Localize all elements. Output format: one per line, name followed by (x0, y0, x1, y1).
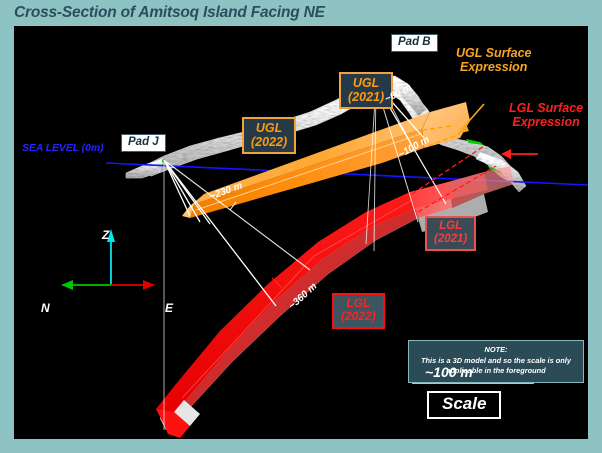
surface-label-line1: UGL Surface (456, 46, 532, 60)
lgl-orebody-3d (156, 166, 514, 438)
cross-section-canvas: Pad J Pad B SEA LEVEL (0m) UGL (2022) UG… (14, 26, 588, 439)
lgl-surface-arrow (501, 149, 538, 159)
axis-orientation-indicator (61, 229, 155, 290)
orebody-year: (2021) (348, 90, 385, 104)
ugl-surface-tieline (421, 125, 461, 147)
note-box: NOTE: This is a 3D model and so the scal… (408, 340, 584, 384)
note-line1: This is a 3D model and so the scale is (421, 355, 554, 365)
pad-label-pad-j[interactable]: Pad J (121, 134, 166, 152)
surface-expression-label-ugl: UGL Surface Expression (456, 46, 532, 74)
surface-label-line2: Expression (512, 115, 580, 129)
axis-label-n: N (41, 301, 50, 315)
figure-title-bar: Cross-Section of Amitsoq Island Facing N… (0, 0, 602, 26)
drillhole-traces-pad-b (365, 83, 447, 252)
cross-section-graphic (61, 75, 588, 438)
orebody-name: LGL (346, 296, 371, 310)
surface-expression-label-lgl: LGL Surface Expression (509, 101, 583, 129)
scale-distance-label: ~100 m (425, 364, 473, 380)
axis-label-e: E (165, 301, 174, 315)
orebody-label-ugl-2022[interactable]: UGL (2022) (242, 117, 297, 154)
note-line2: only applicable in the foreground (446, 355, 571, 376)
orebody-name: UGL (352, 76, 380, 90)
ugl-orebody-3d (182, 102, 470, 218)
orebody-name: UGL (255, 121, 283, 135)
note-title: NOTE: (484, 345, 508, 354)
lgl-surface-tieline (411, 145, 497, 213)
surface-label-line1: LGL Surface (509, 101, 584, 115)
orebody-label-lgl-2022[interactable]: LGL (2022) (332, 293, 385, 329)
scale-box-label: Scale (427, 391, 502, 419)
drillhole-traces-pad-j (163, 159, 311, 430)
axis-label-z: Z (102, 228, 110, 242)
orebody-year: (2022) (341, 309, 376, 324)
ugl-surface-arrow (457, 103, 485, 134)
orebody-label-lgl-2021[interactable]: LGL (2021) (425, 216, 477, 251)
page-title: Cross-Section of Amitsoq Island Facing N… (14, 4, 325, 21)
orebody-year: (2021) (434, 232, 468, 245)
pad-label-pad-b[interactable]: Pad B (391, 34, 438, 52)
sea-level-label: SEA LEVEL (0m) (22, 142, 104, 154)
orebody-name: LGL (439, 220, 463, 232)
orebody-label-ugl-2021[interactable]: UGL (2021) (339, 72, 394, 109)
surface-label-line2: Expression (460, 60, 528, 74)
orebody-year: (2022) (251, 135, 288, 149)
